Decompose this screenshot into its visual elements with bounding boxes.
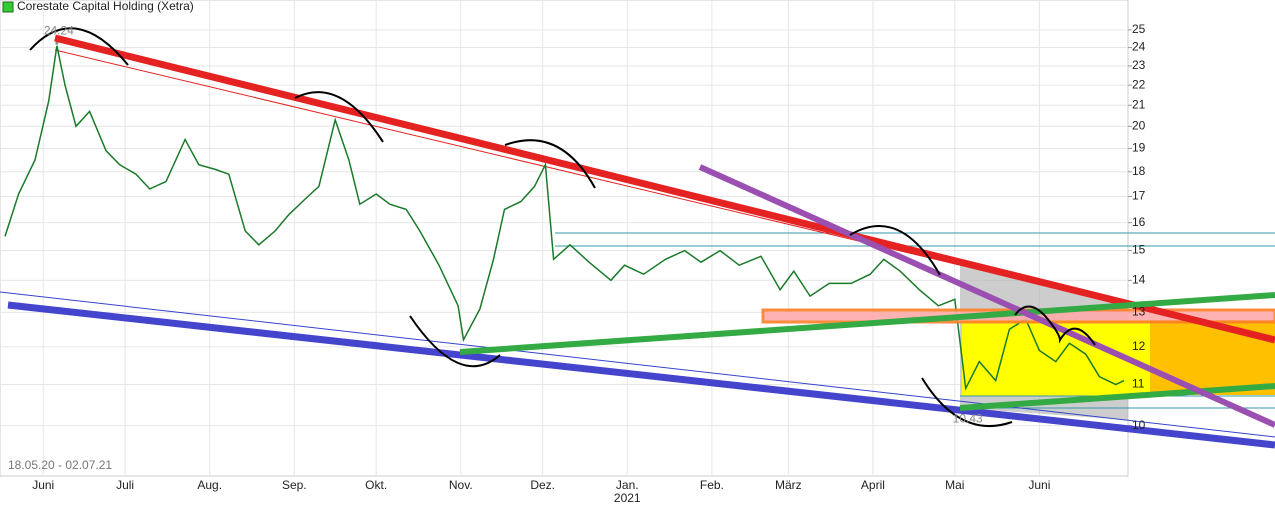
y-tick-label: 16 xyxy=(1132,215,1146,229)
trend-line xyxy=(54,34,1275,344)
y-tick-label: 19 xyxy=(1132,141,1146,155)
orange-zone xyxy=(1150,320,1275,395)
y-tick-label: 24 xyxy=(1132,40,1146,54)
y-tick-label: 18 xyxy=(1132,164,1146,178)
y-tick-label: 13 xyxy=(1132,305,1146,319)
trend-line xyxy=(698,164,1275,428)
extreme-label: 10.43 xyxy=(953,412,983,426)
y-tick-label: 21 xyxy=(1132,97,1146,111)
date-range: 18.05.20 - 02.07.21 xyxy=(8,458,112,472)
x-tick-label: Jan. xyxy=(616,478,639,492)
price-line xyxy=(4,45,1125,391)
x-tick-label: Feb. xyxy=(700,478,724,492)
data xyxy=(4,41,1125,409)
drawings xyxy=(0,49,1275,438)
y-tick-label: 14 xyxy=(1132,273,1146,287)
trend-line xyxy=(459,292,1275,355)
drawings-top xyxy=(7,27,1275,449)
trend-line-thin xyxy=(0,291,1275,438)
trend-line xyxy=(959,383,1275,411)
x-tick-label: Mai xyxy=(945,478,964,492)
y-tick-label: 11 xyxy=(1132,377,1145,391)
legend-swatch xyxy=(2,1,14,13)
y-tick-label: 17 xyxy=(1132,189,1146,203)
x-tick-label: Dez. xyxy=(530,478,555,492)
x-tick-label: Juli xyxy=(116,478,134,492)
y-tick-label: 22 xyxy=(1132,77,1146,91)
x-tick-label: April xyxy=(861,478,885,492)
y-tick-label: 10 xyxy=(1132,418,1146,432)
trend-line xyxy=(7,301,1275,449)
x-tick-label: Sep. xyxy=(282,478,307,492)
y-tick-label: 15 xyxy=(1132,243,1146,257)
y-tick-label: 23 xyxy=(1132,58,1146,72)
x-tick-label: Juni xyxy=(32,478,54,492)
x-tick-label: Okt. xyxy=(365,478,387,492)
year-label: 2021 xyxy=(614,491,641,505)
freehand xyxy=(29,27,1096,427)
x-tick-label: März xyxy=(775,478,802,492)
x-tick-label: Juni xyxy=(1028,478,1050,492)
x-tick-label: Aug. xyxy=(197,478,222,492)
y-tick-label: 12 xyxy=(1132,339,1146,353)
x-tick-label: Nov. xyxy=(449,478,473,492)
y-tick-label: 20 xyxy=(1132,118,1146,132)
y-tick-label: 25 xyxy=(1132,22,1146,36)
extreme-point xyxy=(55,41,59,45)
extreme-label: 24.24 xyxy=(44,23,74,37)
plot-frame xyxy=(0,0,1129,477)
chart-title: Corestate Capital Holding (Xetra) xyxy=(17,0,194,13)
